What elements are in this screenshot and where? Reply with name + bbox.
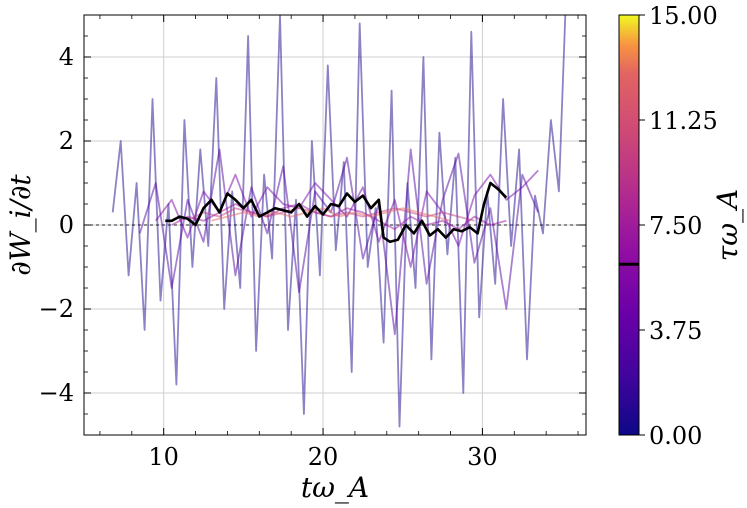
colorbar-tick-label: 0.00 — [649, 422, 702, 450]
x-axis-label: tω_A — [301, 471, 369, 504]
x-tick-label: 10 — [148, 443, 179, 471]
colorbar: 0.00 3.75 7.50 11.25 15.00 τω_A — [618, 2, 744, 450]
y-tick-label: −2 — [39, 295, 74, 323]
highlight-series-line — [165, 181, 508, 244]
y-axis-label: ∂W_i/∂t — [4, 174, 37, 276]
colorbar-tick-label: 15.00 — [649, 2, 718, 30]
series-line — [211, 207, 451, 222]
x-tick-label: 30 — [467, 443, 498, 471]
y-tick-label: 0 — [59, 211, 74, 239]
colorbar-tick-label: 11.25 — [649, 107, 718, 135]
colorbar-ticks: 0.00 3.75 7.50 11.25 15.00 — [639, 2, 718, 450]
series-line — [138, 148, 540, 336]
y-tick-label: 4 — [59, 43, 74, 71]
colorbar-tick-label: 7.50 — [649, 212, 702, 240]
colorbar-gradient — [618, 14, 640, 436]
colorbar-label: τω_A — [711, 189, 744, 262]
x-tick-label: 20 — [308, 443, 339, 471]
series-line — [171, 203, 507, 231]
axes-layer: 10 20 30 −4 −2 0 2 4 — [39, 14, 586, 471]
series-layer — [84, 15, 586, 428]
series-line — [187, 207, 475, 222]
colorbar-tick-label: 3.75 — [649, 317, 702, 345]
y-tick-label: 2 — [59, 127, 74, 155]
y-tick-label: −4 — [39, 379, 74, 407]
